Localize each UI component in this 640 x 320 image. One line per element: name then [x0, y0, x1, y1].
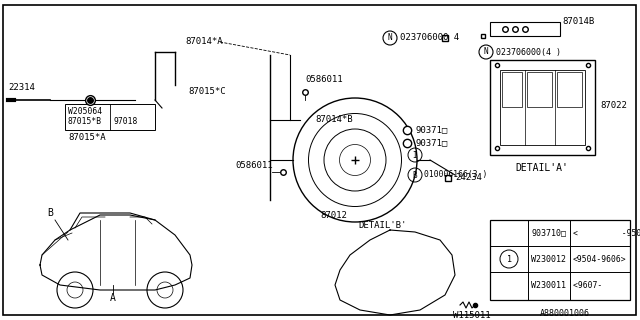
Text: W205064: W205064: [68, 108, 102, 116]
Bar: [490, 22, 560, 36]
Text: <         -9503>: < -9503>: [573, 228, 640, 237]
Text: 903710□: 903710□: [531, 228, 566, 237]
Text: N: N: [484, 47, 488, 57]
Text: 24234: 24234: [455, 173, 482, 182]
Text: W230012: W230012: [531, 254, 566, 263]
Bar: [65, 104, 155, 130]
Text: 97018: 97018: [113, 117, 138, 126]
Bar: [527, 72, 552, 107]
Bar: [490, 60, 595, 155]
Text: N: N: [388, 34, 392, 43]
Text: A: A: [110, 293, 116, 303]
Text: B: B: [413, 171, 417, 180]
Text: 010006166(3 ): 010006166(3 ): [424, 171, 488, 180]
Text: 0586011: 0586011: [235, 161, 273, 170]
Text: 1: 1: [506, 254, 511, 263]
Text: 87022: 87022: [600, 100, 627, 109]
Bar: [502, 72, 522, 107]
Bar: [557, 72, 582, 107]
Text: 87015*B: 87015*B: [68, 117, 102, 126]
Text: 87015*C: 87015*C: [188, 87, 226, 97]
Text: 0586011: 0586011: [305, 76, 342, 84]
Text: 023706000 4: 023706000 4: [400, 34, 459, 43]
Text: 87012: 87012: [320, 211, 347, 220]
Text: W230011: W230011: [531, 281, 566, 290]
Text: A880001006: A880001006: [540, 308, 590, 317]
Text: I: I: [413, 150, 417, 159]
Text: DETAIL'A': DETAIL'A': [515, 163, 568, 173]
Text: B: B: [47, 208, 53, 218]
Text: <9504-9606>: <9504-9606>: [573, 254, 627, 263]
Text: 90371□: 90371□: [415, 139, 447, 148]
Text: 87014*B: 87014*B: [315, 116, 353, 124]
Text: DETAIL'B': DETAIL'B': [358, 220, 406, 229]
Text: <9607-        >: <9607- >: [573, 281, 640, 290]
Text: 023706000(4 ): 023706000(4 ): [496, 47, 561, 57]
Text: 90371□: 90371□: [415, 125, 447, 134]
Text: 87014B: 87014B: [562, 18, 595, 27]
Text: W115011: W115011: [453, 310, 491, 319]
Bar: [500, 70, 585, 145]
Text: 87014*A: 87014*A: [185, 37, 223, 46]
Bar: [490, 220, 630, 300]
Text: 22314: 22314: [8, 84, 35, 92]
Text: 87015*A: 87015*A: [68, 133, 106, 142]
